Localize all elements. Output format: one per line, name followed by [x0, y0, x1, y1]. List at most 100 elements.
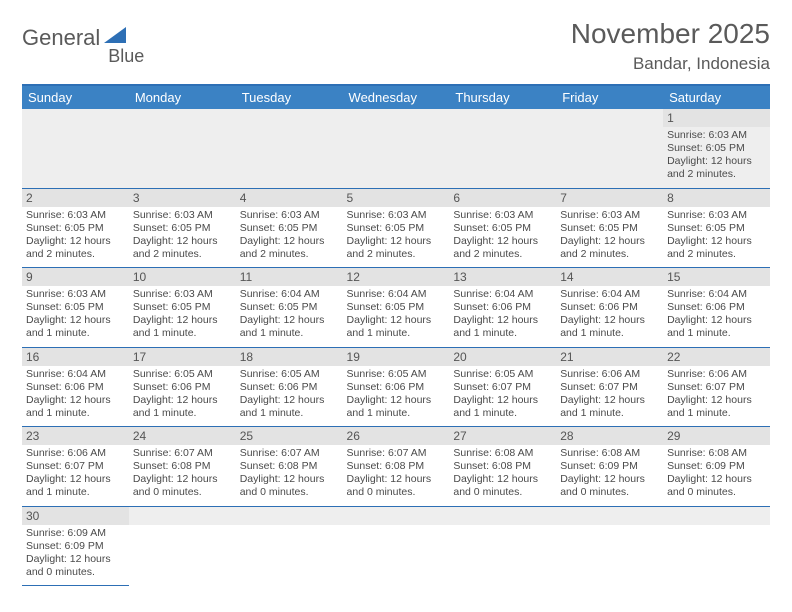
calendar: Sunday Monday Tuesday Wednesday Thursday…: [22, 84, 770, 586]
daynum-row: 16171819202122: [22, 347, 770, 366]
day-number: 13: [449, 268, 556, 287]
day-number: 2: [22, 188, 129, 207]
day-header: Sunday: [22, 86, 129, 109]
day-number: [22, 109, 129, 127]
day-number: 6: [449, 188, 556, 207]
day-cell: Sunrise: 6:04 AMSunset: 6:05 PMDaylight:…: [343, 286, 450, 347]
day-cell: [22, 127, 129, 188]
week-row: Sunrise: 6:03 AMSunset: 6:05 PMDaylight:…: [22, 286, 770, 347]
day-number: [236, 109, 343, 127]
day-number: 3: [129, 188, 236, 207]
day-number: 23: [22, 427, 129, 446]
day-header: Wednesday: [343, 86, 450, 109]
day-header-row: Sunday Monday Tuesday Wednesday Thursday…: [22, 86, 770, 109]
daynum-row: 1: [22, 109, 770, 127]
day-number: 25: [236, 427, 343, 446]
daynum-row: 23242526272829: [22, 427, 770, 446]
day-cell: Sunrise: 6:05 AMSunset: 6:06 PMDaylight:…: [236, 366, 343, 427]
day-cell: Sunrise: 6:04 AMSunset: 6:06 PMDaylight:…: [556, 286, 663, 347]
day-cell: Sunrise: 6:07 AMSunset: 6:08 PMDaylight:…: [129, 445, 236, 506]
day-number: [129, 506, 236, 525]
day-number: 9: [22, 268, 129, 287]
day-number: 20: [449, 347, 556, 366]
day-number: 12: [343, 268, 450, 287]
day-cell: Sunrise: 6:03 AMSunset: 6:05 PMDaylight:…: [22, 207, 129, 268]
week-row: Sunrise: 6:04 AMSunset: 6:06 PMDaylight:…: [22, 366, 770, 427]
day-cell: Sunrise: 6:03 AMSunset: 6:05 PMDaylight:…: [129, 207, 236, 268]
day-cell: Sunrise: 6:03 AMSunset: 6:05 PMDaylight:…: [663, 207, 770, 268]
day-number: 1: [663, 109, 770, 127]
day-number: 5: [343, 188, 450, 207]
page-header: General Blue November 2025 Bandar, Indon…: [22, 18, 770, 74]
day-cell: Sunrise: 6:04 AMSunset: 6:06 PMDaylight:…: [22, 366, 129, 427]
day-header: Monday: [129, 86, 236, 109]
day-cell: Sunrise: 6:04 AMSunset: 6:06 PMDaylight:…: [449, 286, 556, 347]
day-cell: Sunrise: 6:08 AMSunset: 6:09 PMDaylight:…: [663, 445, 770, 506]
day-number: [236, 506, 343, 525]
day-cell: [343, 127, 450, 188]
day-cell: Sunrise: 6:07 AMSunset: 6:08 PMDaylight:…: [343, 445, 450, 506]
day-cell: [129, 127, 236, 188]
day-cell: Sunrise: 6:03 AMSunset: 6:05 PMDaylight:…: [663, 127, 770, 188]
day-number: [343, 506, 450, 525]
day-number: 24: [129, 427, 236, 446]
day-cell: Sunrise: 6:04 AMSunset: 6:05 PMDaylight:…: [236, 286, 343, 347]
day-number: 16: [22, 347, 129, 366]
daynum-row: 9101112131415: [22, 268, 770, 287]
month-title: November 2025: [571, 18, 770, 50]
day-number: [449, 506, 556, 525]
logo-text-blue: Blue: [108, 46, 144, 67]
day-cell: Sunrise: 6:03 AMSunset: 6:05 PMDaylight:…: [343, 207, 450, 268]
week-row: Sunrise: 6:09 AMSunset: 6:09 PMDaylight:…: [22, 525, 770, 586]
day-number: 7: [556, 188, 663, 207]
day-cell: Sunrise: 6:05 AMSunset: 6:06 PMDaylight:…: [343, 366, 450, 427]
day-cell: Sunrise: 6:05 AMSunset: 6:07 PMDaylight:…: [449, 366, 556, 427]
day-number: [449, 109, 556, 127]
day-cell: Sunrise: 6:07 AMSunset: 6:08 PMDaylight:…: [236, 445, 343, 506]
day-number: 27: [449, 427, 556, 446]
day-number: 14: [556, 268, 663, 287]
day-number: 8: [663, 188, 770, 207]
day-cell: Sunrise: 6:03 AMSunset: 6:05 PMDaylight:…: [449, 207, 556, 268]
day-cell: Sunrise: 6:08 AMSunset: 6:09 PMDaylight:…: [556, 445, 663, 506]
day-number: 11: [236, 268, 343, 287]
day-cell: Sunrise: 6:08 AMSunset: 6:08 PMDaylight:…: [449, 445, 556, 506]
logo-text-general: General: [22, 25, 100, 51]
day-cell: Sunrise: 6:09 AMSunset: 6:09 PMDaylight:…: [22, 525, 129, 586]
day-cell: Sunrise: 6:06 AMSunset: 6:07 PMDaylight:…: [663, 366, 770, 427]
day-cell: Sunrise: 6:03 AMSunset: 6:05 PMDaylight:…: [236, 207, 343, 268]
day-number: 18: [236, 347, 343, 366]
day-number: 28: [556, 427, 663, 446]
day-cell: Sunrise: 6:06 AMSunset: 6:07 PMDaylight:…: [22, 445, 129, 506]
day-number: [556, 109, 663, 127]
calendar-table: Sunday Monday Tuesday Wednesday Thursday…: [22, 86, 770, 586]
day-number: [343, 109, 450, 127]
day-cell: [236, 525, 343, 586]
week-row: Sunrise: 6:03 AMSunset: 6:05 PMDaylight:…: [22, 207, 770, 268]
day-header: Friday: [556, 86, 663, 109]
day-number: [663, 506, 770, 525]
day-number: 19: [343, 347, 450, 366]
day-number: [556, 506, 663, 525]
day-number: 26: [343, 427, 450, 446]
daynum-row: 2345678: [22, 188, 770, 207]
day-cell: [556, 525, 663, 586]
daynum-row: 30: [22, 506, 770, 525]
day-number: 17: [129, 347, 236, 366]
day-number: 21: [556, 347, 663, 366]
day-cell: Sunrise: 6:06 AMSunset: 6:07 PMDaylight:…: [556, 366, 663, 427]
day-number: 4: [236, 188, 343, 207]
day-cell: [343, 525, 450, 586]
title-block: November 2025 Bandar, Indonesia: [571, 18, 770, 74]
day-cell: [663, 525, 770, 586]
location-text: Bandar, Indonesia: [571, 54, 770, 74]
logo: General Blue: [22, 18, 144, 57]
week-row: Sunrise: 6:03 AMSunset: 6:05 PMDaylight:…: [22, 127, 770, 188]
week-row: Sunrise: 6:06 AMSunset: 6:07 PMDaylight:…: [22, 445, 770, 506]
day-number: 10: [129, 268, 236, 287]
day-number: 30: [22, 506, 129, 525]
day-header: Thursday: [449, 86, 556, 109]
day-number: [129, 109, 236, 127]
day-cell: [236, 127, 343, 188]
day-cell: Sunrise: 6:04 AMSunset: 6:06 PMDaylight:…: [663, 286, 770, 347]
